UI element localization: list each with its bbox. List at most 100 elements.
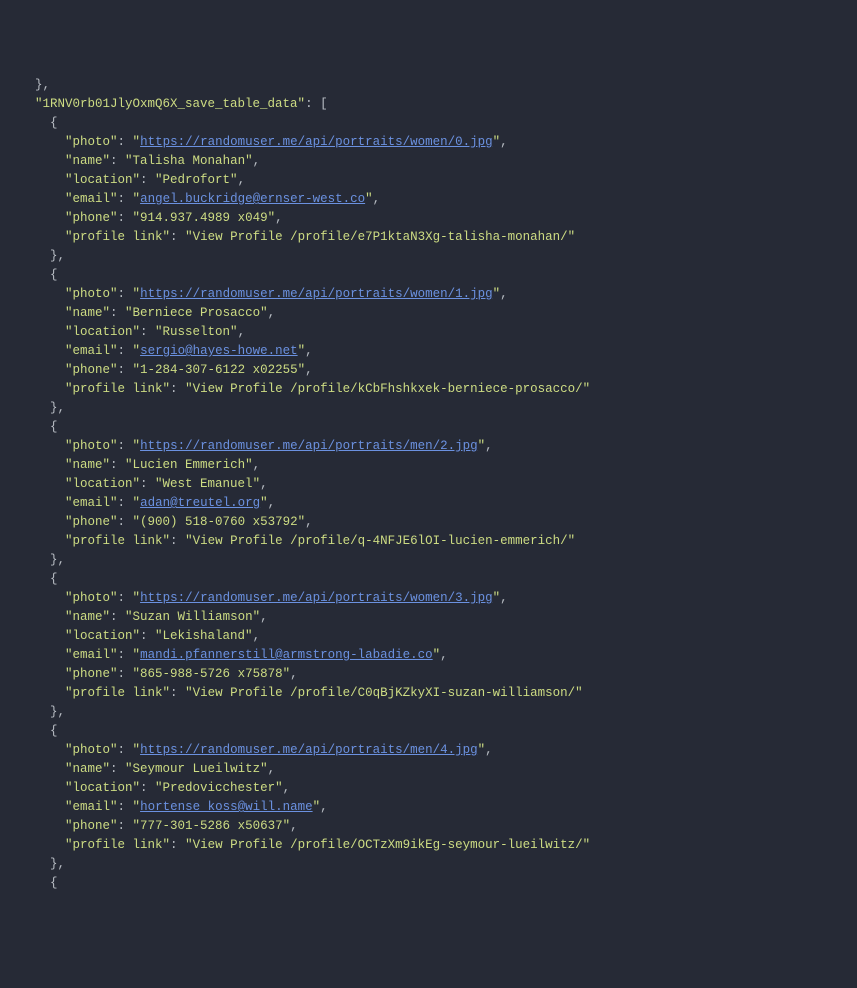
email-link[interactable]: mandi.pfannerstill@armstrong-labadie.co: [140, 648, 433, 662]
code-line: },: [20, 855, 857, 874]
object-open: {: [20, 420, 58, 434]
photo-url[interactable]: https://randomuser.me/api/portraits/men/…: [140, 439, 478, 453]
code-line: "photo": "https://randomuser.me/api/port…: [20, 133, 857, 152]
object-open-trailing: {: [20, 876, 58, 890]
profile-value: "View Profile /profile/e7P1ktaN3Xg-talis…: [185, 230, 575, 244]
name-value: "Berniece Prosacco": [125, 306, 268, 320]
bracket-open: : [: [305, 97, 328, 111]
email-link[interactable]: angel.buckridge@ernser-west.co: [140, 192, 365, 206]
code-line: {: [20, 266, 857, 285]
code-line: "phone": "(900) 518-0760 x53792",: [20, 513, 857, 532]
json-key-phone: "phone": [65, 819, 118, 833]
code-line: "email": "mandi.pfannerstill@armstrong-l…: [20, 646, 857, 665]
code-line: {: [20, 114, 857, 133]
object-close: },: [20, 249, 65, 263]
code-line: "phone": "865-988-5726 x75878",: [20, 665, 857, 684]
location-value: "Pedrofort": [155, 173, 238, 187]
phone-value: "(900) 518-0760 x53792": [133, 515, 306, 529]
code-line: "1RNV0rb01JlyOxmQ6X_save_table_data": [: [20, 95, 857, 114]
object-open: {: [20, 724, 58, 738]
code-line: "phone": "914.937.4989 x049",: [20, 209, 857, 228]
json-key-phone: "phone": [65, 515, 118, 529]
json-key-profile: "profile link": [65, 382, 170, 396]
code-line: },: [20, 399, 857, 418]
object-open: {: [20, 572, 58, 586]
json-key-profile: "profile link": [65, 230, 170, 244]
photo-url[interactable]: https://randomuser.me/api/portraits/wome…: [140, 135, 493, 149]
code-line: "photo": "https://randomuser.me/api/port…: [20, 741, 857, 760]
json-key-profile: "profile link": [65, 838, 170, 852]
email-link[interactable]: sergio@hayes-howe.net: [140, 344, 298, 358]
code-line: "profile link": "View Profile /profile/q…: [20, 532, 857, 551]
json-key-email: "email": [65, 648, 118, 662]
name-value: "Talisha Monahan": [125, 154, 253, 168]
json-key-name: "name": [65, 610, 110, 624]
code-line: "email": "angel.buckridge@ernser-west.co…: [20, 190, 857, 209]
code-line: "profile link": "View Profile /profile/k…: [20, 380, 857, 399]
json-key: "1RNV0rb01JlyOxmQ6X_save_table_data": [35, 97, 305, 111]
location-value: "Russelton": [155, 325, 238, 339]
code-line: "name": "Talisha Monahan",: [20, 152, 857, 171]
code-line: "location": "Lekishaland",: [20, 627, 857, 646]
json-key-email: "email": [65, 496, 118, 510]
name-value: "Lucien Emmerich": [125, 458, 253, 472]
code-line: "name": "Seymour Lueilwitz",: [20, 760, 857, 779]
json-key-location: "location": [65, 325, 140, 339]
json-key-location: "location": [65, 629, 140, 643]
photo-url[interactable]: https://randomuser.me/api/portraits/men/…: [140, 743, 478, 757]
email-link[interactable]: adan@treutel.org: [140, 496, 260, 510]
location-value: "Lekishaland": [155, 629, 253, 643]
code-line: "profile link": "View Profile /profile/e…: [20, 228, 857, 247]
json-key-photo: "photo": [65, 743, 118, 757]
object-close: },: [20, 401, 65, 415]
brace-close: },: [20, 78, 50, 92]
code-line: "name": "Suzan Williamson",: [20, 608, 857, 627]
phone-value: "914.937.4989 x049": [133, 211, 276, 225]
object-close: },: [20, 553, 65, 567]
json-key-name: "name": [65, 306, 110, 320]
code-line: },: [20, 247, 857, 266]
code-line: "name": "Berniece Prosacco",: [20, 304, 857, 323]
object-close: },: [20, 705, 65, 719]
json-key-name: "name": [65, 762, 110, 776]
profile-value: "View Profile /profile/C0qBjKZkyXI-suzan…: [185, 686, 583, 700]
json-key-photo: "photo": [65, 287, 118, 301]
json-key-profile: "profile link": [65, 534, 170, 548]
object-open: {: [20, 116, 58, 130]
json-key-phone: "phone": [65, 363, 118, 377]
photo-url[interactable]: https://randomuser.me/api/portraits/wome…: [140, 287, 493, 301]
code-line: "photo": "https://randomuser.me/api/port…: [20, 285, 857, 304]
code-line: "location": "Russelton",: [20, 323, 857, 342]
code-line: "profile link": "View Profile /profile/C…: [20, 684, 857, 703]
phone-value: "865-988-5726 x75878": [133, 667, 291, 681]
code-line: "name": "Lucien Emmerich",: [20, 456, 857, 475]
code-line: },: [20, 703, 857, 722]
object-open: {: [20, 268, 58, 282]
json-key-profile: "profile link": [65, 686, 170, 700]
json-key-email: "email": [65, 344, 118, 358]
name-value: "Seymour Lueilwitz": [125, 762, 268, 776]
profile-value: "View Profile /profile/kCbFhshkxek-berni…: [185, 382, 590, 396]
json-key-phone: "phone": [65, 211, 118, 225]
location-value: "West Emanuel": [155, 477, 260, 491]
json-key-name: "name": [65, 458, 110, 472]
code-line: "email": "hortense_koss@will.name",: [20, 798, 857, 817]
code-line: "email": "adan@treutel.org",: [20, 494, 857, 513]
code-line: "profile link": "View Profile /profile/O…: [20, 836, 857, 855]
name-value: "Suzan Williamson": [125, 610, 260, 624]
json-key-photo: "photo": [65, 135, 118, 149]
code-line: "photo": "https://randomuser.me/api/port…: [20, 589, 857, 608]
profile-value: "View Profile /profile/OCTzXm9ikEg-seymo…: [185, 838, 590, 852]
photo-url[interactable]: https://randomuser.me/api/portraits/wome…: [140, 591, 493, 605]
json-key-photo: "photo": [65, 439, 118, 453]
code-line: "phone": "1-284-307-6122 x02255",: [20, 361, 857, 380]
json-key-email: "email": [65, 800, 118, 814]
code-line: "location": "Pedrofort",: [20, 171, 857, 190]
email-link[interactable]: hortense_koss@will.name: [140, 800, 313, 814]
json-key-location: "location": [65, 781, 140, 795]
json-key-name: "name": [65, 154, 110, 168]
code-line: "location": "Predovicchester",: [20, 779, 857, 798]
code-line: {: [20, 418, 857, 437]
json-key-email: "email": [65, 192, 118, 206]
phone-value: "1-284-307-6122 x02255": [133, 363, 306, 377]
